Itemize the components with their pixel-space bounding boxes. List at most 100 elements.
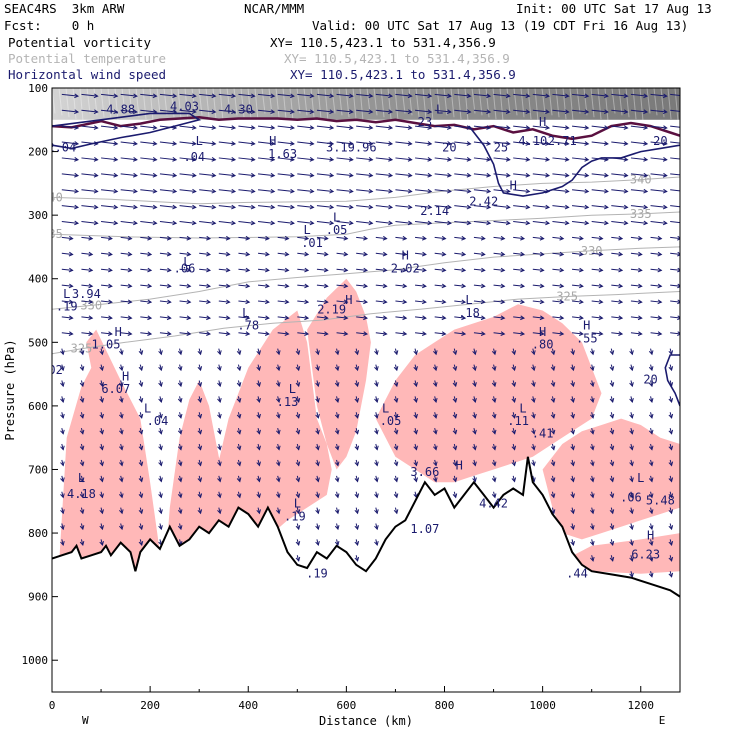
- wind-arrow-head: [603, 220, 609, 226]
- wind-arrow-head: [236, 366, 242, 372]
- wind-arrow-head: [525, 109, 531, 115]
- wind-arrow: [297, 316, 309, 319]
- wind-arrow-head: [446, 204, 452, 210]
- wind-arrow-head: [564, 204, 570, 210]
- wind-arrow: [159, 109, 177, 113]
- wind-arrow-head: [368, 157, 374, 162]
- wind-arrow-head: [354, 413, 360, 419]
- wind-arrow: [532, 316, 544, 319]
- wind-arrow: [316, 236, 328, 240]
- wind-arrow-head: [172, 157, 178, 162]
- wind-arrow: [238, 284, 250, 287]
- wind-arrow: [415, 236, 426, 240]
- wind-arrow-head: [158, 445, 163, 451]
- wind-arrow: [81, 189, 98, 193]
- wind-arrow-head: [343, 283, 349, 289]
- wind-arrow: [356, 93, 373, 97]
- wind-arrow-head: [545, 109, 551, 115]
- wind-arrow-head: [668, 572, 674, 578]
- wind-arrow-head: [393, 493, 399, 499]
- wind-arrow-head: [289, 172, 295, 178]
- wind-arrow-head: [60, 429, 65, 435]
- stratosphere-texture: [443, 88, 448, 116]
- wind-arrow-head: [466, 125, 472, 130]
- wind-arrow-head: [264, 331, 270, 336]
- wind-arrow-head: [245, 299, 251, 305]
- wind-arrow-head: [480, 283, 486, 289]
- wind-arrow: [356, 109, 373, 113]
- wind-arrow: [513, 284, 525, 287]
- wind-arrow-head: [648, 366, 654, 372]
- wind-arrow: [572, 284, 583, 287]
- wind-arrow: [670, 332, 680, 335]
- wind-arrow: [591, 189, 608, 193]
- wind-arrow-head: [629, 541, 634, 547]
- wind-arrow-head: [276, 445, 281, 451]
- wind-speed-label: 20: [442, 141, 456, 155]
- wind-arrow-head: [147, 251, 153, 257]
- wind-arrow-head: [433, 477, 438, 483]
- wind-arrow-head: [511, 382, 517, 388]
- wind-arrow-head: [79, 509, 85, 515]
- wind-arrow-head: [609, 413, 615, 419]
- wind-arrow-head: [388, 220, 394, 226]
- wind-arrow-head: [93, 141, 99, 146]
- wind-arrow: [356, 125, 373, 129]
- wind-arrow: [513, 141, 530, 145]
- wind-arrow: [415, 252, 426, 256]
- wind-arrow-head: [480, 331, 486, 336]
- wind-arrow-head: [60, 382, 65, 388]
- wind-arrow-head: [197, 445, 203, 451]
- wind-arrow: [473, 109, 491, 113]
- wind-arrow: [415, 189, 432, 193]
- wind-arrow: [159, 157, 177, 161]
- wind-arrow-head: [119, 509, 124, 515]
- wind-arrow: [611, 252, 623, 256]
- wind-arrow: [61, 109, 79, 113]
- wind-arrow-head: [217, 429, 222, 435]
- wind-arrow: [552, 300, 564, 303]
- wind-arrow-head: [304, 251, 310, 257]
- wind-arrow-head: [598, 235, 604, 241]
- wind-arrow: [630, 141, 648, 145]
- wind-arrow-head: [119, 413, 124, 419]
- wind-arrow: [258, 300, 269, 303]
- wind-arrow-head: [668, 556, 674, 562]
- wind-arrow: [101, 109, 118, 113]
- wind-arrow: [61, 332, 73, 335]
- wind-arrow-head: [132, 109, 138, 115]
- wind-arrow: [473, 125, 491, 129]
- wind-arrow-head: [295, 493, 301, 499]
- wind-arrow-head: [643, 125, 649, 130]
- wind-arrow-head: [363, 299, 369, 305]
- wind-arrow: [356, 284, 368, 287]
- wind-arrow-head: [486, 109, 492, 115]
- wind-arrow-head: [531, 366, 536, 372]
- wind-arrow: [120, 109, 137, 113]
- wind-arrow-head: [407, 125, 413, 130]
- wind-arrow: [611, 316, 623, 319]
- wind-arrow-head: [295, 445, 301, 451]
- wind-arrow-head: [315, 445, 320, 451]
- y-tick-label: 700: [28, 463, 48, 476]
- wind-arrow-head: [177, 382, 183, 388]
- wind-arrow-head: [545, 93, 551, 99]
- wind-arrow-head: [295, 509, 301, 515]
- wind-arrow-head: [354, 509, 360, 515]
- x-tick-label: 0: [49, 699, 56, 712]
- low-marker: L: [289, 382, 296, 396]
- stratosphere-texture: [674, 88, 679, 122]
- wind-arrow: [375, 109, 393, 113]
- stratosphere-texture: [331, 88, 336, 114]
- wind-arrow: [473, 268, 485, 271]
- wind-arrow-head: [648, 382, 654, 388]
- wind-arrow-head: [520, 235, 526, 241]
- wind-arrow: [120, 173, 137, 177]
- wind-arrow-head: [295, 541, 301, 547]
- wind-arrow-head: [88, 283, 94, 289]
- wind-arrow: [258, 268, 269, 271]
- low-marker: L: [382, 401, 389, 415]
- wind-arrow-head: [132, 188, 138, 194]
- wind-arrow-head: [256, 382, 261, 388]
- wind-arrow-head: [441, 251, 447, 257]
